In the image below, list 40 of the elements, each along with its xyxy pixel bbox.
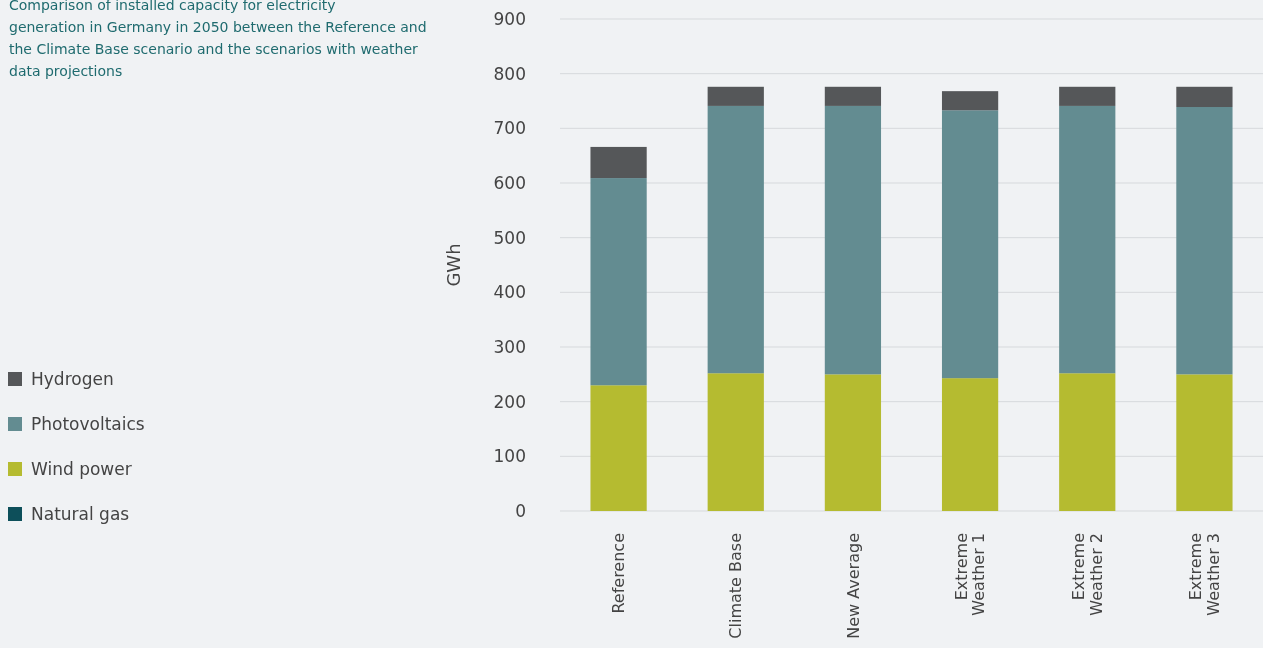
bar xyxy=(1176,374,1233,511)
text: Comparison of installed capacity for electricity generation in Germany in 2050 between the Reference and the Climate Base scenario and the scenarios with weather data projections xyxy=(9,0,427,79)
legend-label: Hydrogen xyxy=(31,368,114,389)
y-tick-label: 900 xyxy=(493,8,526,29)
legend-label: Wind power xyxy=(31,458,132,479)
x-tick-label: Extreme Weather 2 xyxy=(1069,533,1106,616)
y-axis-title: GWh xyxy=(443,243,464,287)
y-tick-label: 600 xyxy=(493,172,526,193)
bar xyxy=(707,105,764,374)
legend-label: Photovoltaics xyxy=(31,413,145,434)
bar xyxy=(1059,86,1116,106)
y-tick-label: 700 xyxy=(493,118,526,139)
bar xyxy=(1176,86,1233,108)
bar xyxy=(824,105,882,375)
bar xyxy=(590,385,647,511)
bar xyxy=(1059,373,1116,511)
x-tick-label: Reference xyxy=(609,533,629,614)
bar xyxy=(824,86,882,106)
y-tick-label: 800 xyxy=(493,63,526,84)
x-tick-label: New Average xyxy=(843,533,863,639)
y-tick-label: 400 xyxy=(493,282,526,303)
y-tick-label: 200 xyxy=(493,391,526,412)
x-tick-label: Climate Base xyxy=(726,533,746,639)
bar xyxy=(590,178,647,386)
bar xyxy=(590,146,647,179)
bar xyxy=(1059,105,1116,374)
x-tick-label: Extreme Weather 3 xyxy=(1186,533,1223,616)
y-tick-label: 100 xyxy=(493,446,526,467)
bar xyxy=(707,373,764,511)
bar xyxy=(1176,107,1233,375)
y-tick-label: 0 xyxy=(515,500,526,521)
bar xyxy=(941,378,999,511)
bar xyxy=(824,374,882,511)
y-tick-label: 500 xyxy=(493,227,526,248)
bar xyxy=(941,91,999,111)
y-tick-label: 300 xyxy=(493,336,526,357)
bar xyxy=(941,110,999,379)
bar xyxy=(707,86,764,106)
x-tick-label: Extreme Weather 1 xyxy=(951,533,989,616)
legend-label: Natural gas xyxy=(31,503,130,524)
